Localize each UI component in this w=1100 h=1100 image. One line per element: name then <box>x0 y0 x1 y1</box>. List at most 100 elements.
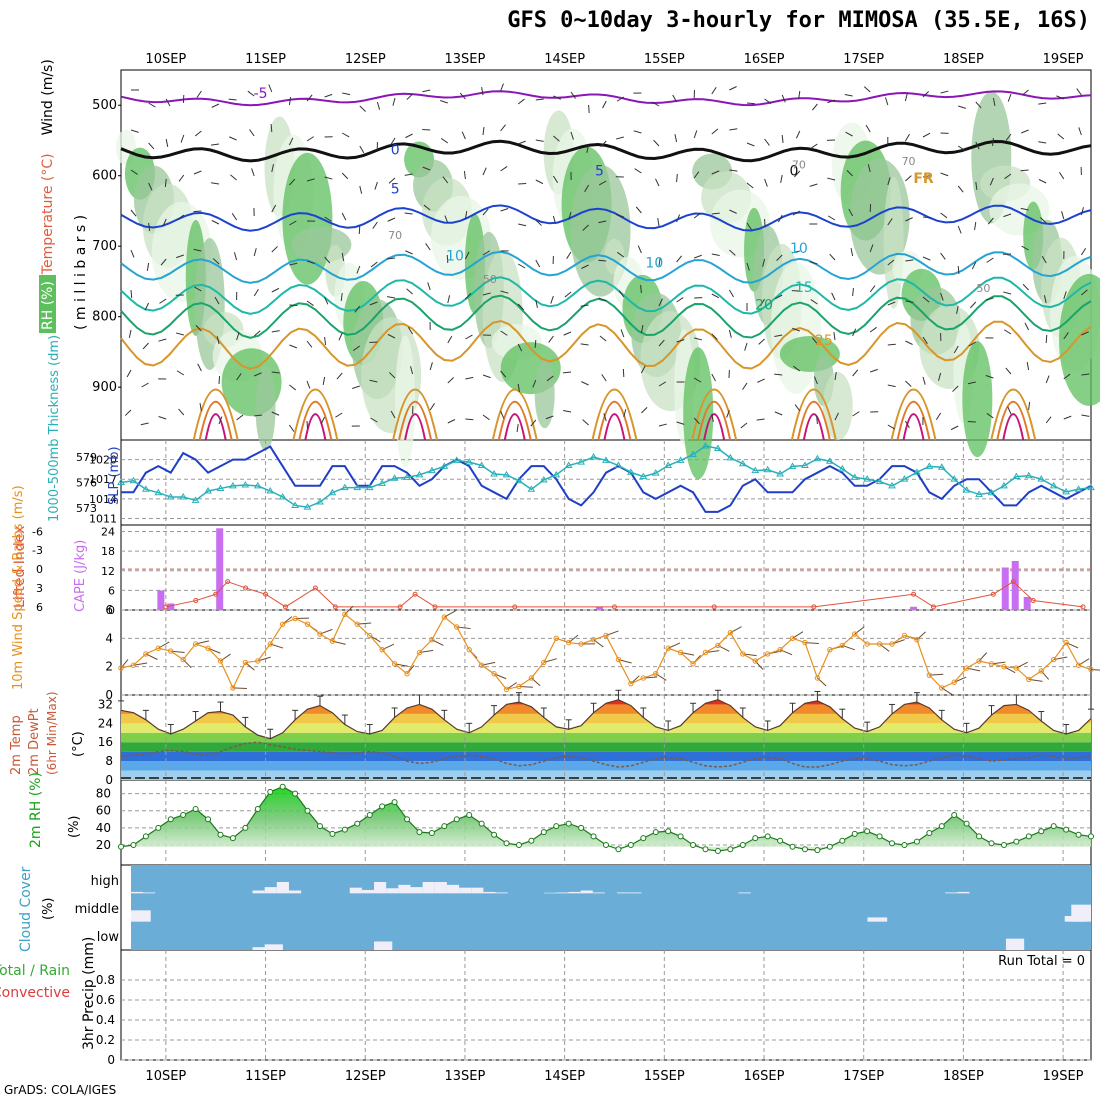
wind-speed-point <box>192 641 199 647</box>
thickness-point <box>303 503 312 510</box>
rh-point <box>702 846 709 853</box>
li-label: Lifted Index <box>12 526 28 608</box>
li-point <box>512 604 518 610</box>
wind-barb <box>831 292 836 301</box>
cape-ylabel: Lifted Index <box>12 526 28 608</box>
contour-label: 0 <box>391 143 400 159</box>
wind-barb <box>124 409 132 416</box>
temp-band <box>121 761 1091 771</box>
thickness-point <box>1000 481 1008 489</box>
contour-label: 0 <box>789 164 798 180</box>
wind-barb <box>341 212 347 221</box>
wind-barb <box>869 285 876 293</box>
wind-barb <box>253 330 261 337</box>
wind-barb <box>552 175 559 184</box>
rh-shade <box>822 372 853 441</box>
wind-barb <box>1038 141 1047 144</box>
wind-barb <box>1057 133 1065 140</box>
wind-barb <box>598 180 607 186</box>
thickness-point <box>689 450 697 457</box>
wind-barb <box>374 181 378 190</box>
wind-barb <box>440 100 448 104</box>
wind-speed-point <box>118 665 124 671</box>
rh-contour-label: 70 <box>792 159 806 172</box>
li-point <box>930 604 936 610</box>
wind-barb <box>271 411 280 416</box>
cloud-high-bar <box>738 892 751 894</box>
rh-point <box>1013 838 1020 845</box>
thickness-point <box>502 470 511 478</box>
wind-barb <box>500 410 505 419</box>
rh-tick-label: 60 <box>96 804 111 818</box>
wind-speed-point <box>143 651 149 657</box>
panel-frame-cape <box>120 524 1092 611</box>
thickness-point <box>564 461 573 468</box>
wind-barb <box>465 418 474 421</box>
temp-band <box>121 751 1091 762</box>
wind-barb <box>869 244 874 253</box>
wind-barb <box>482 167 487 176</box>
wind-barb <box>387 333 396 339</box>
wind-barb <box>500 370 507 378</box>
wind-speed-point <box>267 641 273 647</box>
thickness-point <box>191 496 200 503</box>
wind-barb <box>588 104 590 114</box>
wind-barb <box>658 298 663 307</box>
thickness-point <box>328 488 337 496</box>
wind-barb <box>447 335 453 344</box>
cape-bar <box>157 590 165 610</box>
wind-speed-point <box>317 631 323 637</box>
wind-speed-point <box>789 635 796 642</box>
isotherm-loop <box>192 388 239 441</box>
slp-line <box>121 445 1092 513</box>
rh-point <box>801 846 808 853</box>
wind-barb <box>324 93 333 98</box>
li-point <box>1030 598 1036 604</box>
wind-barb <box>989 177 994 186</box>
wind-barb <box>693 212 701 219</box>
wind-speed-point <box>914 637 920 643</box>
slp-tick-label: 1011 <box>89 512 117 525</box>
wind-barb <box>657 218 660 227</box>
isotherm-loop <box>198 401 233 441</box>
wind-barb <box>884 97 889 106</box>
rh-point <box>466 812 473 818</box>
wind-barb <box>369 341 378 344</box>
rh-point <box>814 847 821 854</box>
cloud-low-bar <box>252 947 271 950</box>
rh-point <box>515 842 522 848</box>
wind-barb <box>852 287 854 297</box>
wind-barb <box>535 179 544 185</box>
wind-barb <box>726 409 730 418</box>
wind-barb <box>247 90 255 97</box>
cloud-mid-bar <box>131 910 151 922</box>
wind-barb <box>356 265 361 274</box>
wind-barb <box>535 139 544 142</box>
thickness-point <box>552 470 561 478</box>
wind-barb <box>582 419 589 426</box>
precip-tick-label: 0.6 <box>96 993 115 1007</box>
wind-barb <box>658 423 667 427</box>
thickness-point <box>229 481 237 489</box>
isotherm-line <box>120 139 1092 163</box>
wind-barb <box>148 142 155 150</box>
wind-barb <box>341 172 349 180</box>
wind-barb <box>1080 247 1087 256</box>
wind-barb <box>320 416 326 425</box>
rh-tick-label: 80 <box>96 787 111 801</box>
wind-ylabel: 10m Wind Speed & Barbs (m/s) <box>11 485 26 690</box>
wind-barb <box>1063 373 1071 380</box>
rh-shade <box>1059 273 1100 406</box>
t2m-tick-label: 32 <box>98 697 113 711</box>
wind-barb <box>711 413 714 422</box>
temp-line <box>120 699 1092 740</box>
thickness-point <box>701 441 710 449</box>
wind-barb <box>798 90 801 99</box>
cloud-high-bar <box>945 892 958 894</box>
wind-barb <box>517 98 525 105</box>
wind-barb <box>744 342 748 351</box>
wind-barb <box>1007 406 1012 415</box>
wind-barb <box>392 97 396 106</box>
rh-point <box>615 846 622 853</box>
wind-barb <box>159 298 167 304</box>
